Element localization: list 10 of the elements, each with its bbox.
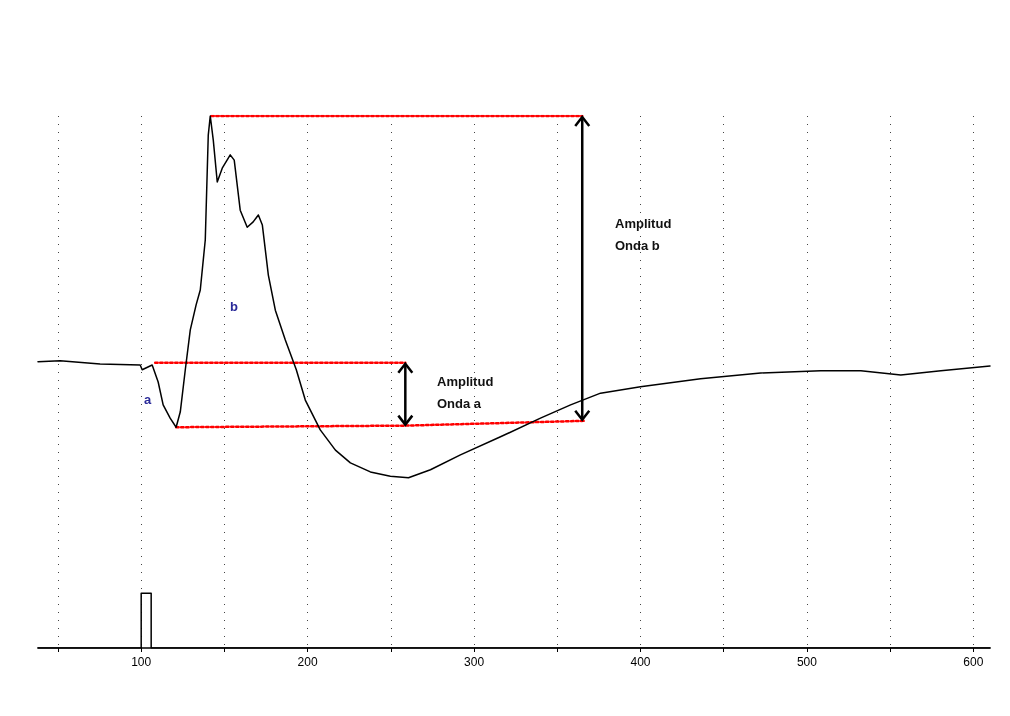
x-tick-label: 100 bbox=[131, 655, 152, 669]
x-tick-label: 300 bbox=[464, 655, 485, 669]
annotation: Amplitud Onda b bbox=[615, 215, 672, 253]
x-tick-label: 600 bbox=[963, 655, 984, 669]
x-tick-label: 500 bbox=[796, 655, 818, 669]
annotation: a bbox=[144, 391, 152, 407]
x-tick-label: 400 bbox=[630, 655, 651, 669]
annotation: b bbox=[230, 298, 238, 314]
x-tick-label: 200 bbox=[297, 655, 318, 669]
annotation: Amplitud Onda a bbox=[437, 373, 494, 411]
